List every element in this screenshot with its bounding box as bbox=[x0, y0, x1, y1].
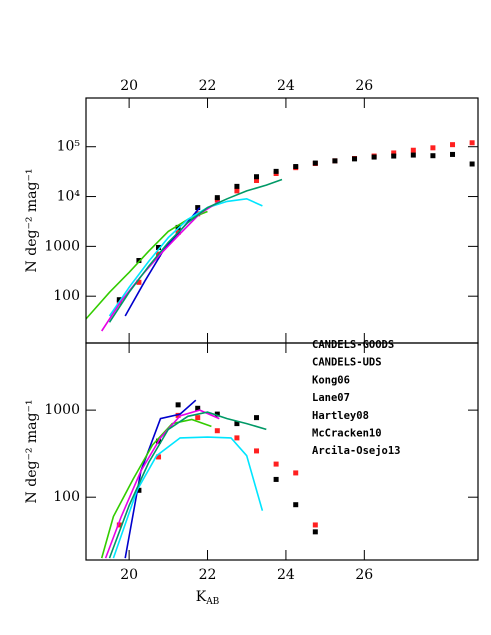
data-point bbox=[391, 150, 397, 156]
data-point bbox=[195, 205, 201, 211]
data-point bbox=[195, 415, 201, 421]
x-axis-label-main: K bbox=[196, 589, 207, 605]
x-tick-label: 22 bbox=[199, 567, 217, 583]
data-point bbox=[234, 183, 240, 189]
data-point bbox=[273, 476, 279, 482]
data-point bbox=[234, 435, 240, 441]
data-point bbox=[156, 244, 162, 250]
data-point bbox=[371, 154, 377, 160]
data-point bbox=[312, 529, 318, 535]
series-line bbox=[124, 207, 201, 317]
y-axis-label: N deg⁻² mag⁻¹ bbox=[24, 169, 40, 273]
data-point bbox=[410, 152, 416, 158]
series-line bbox=[108, 178, 283, 323]
data-point bbox=[195, 405, 201, 411]
data-point bbox=[430, 145, 436, 151]
x-axis-label: KAB bbox=[196, 589, 220, 607]
legend-entry: CANDELS-GOODS bbox=[312, 339, 394, 351]
plot-area bbox=[100, 399, 318, 559]
x-axis-label-sub: AB bbox=[205, 597, 219, 607]
data-point bbox=[136, 258, 142, 264]
legend-entry: Lane07 bbox=[312, 392, 350, 404]
data-point bbox=[136, 279, 142, 285]
data-point bbox=[293, 164, 299, 170]
y-axis-label: N deg⁻² mag⁻¹ bbox=[24, 400, 40, 504]
legend-entry: CANDELS-UDS bbox=[312, 357, 382, 369]
y-tick-label: 10⁵ bbox=[57, 139, 81, 155]
data-point bbox=[469, 161, 475, 167]
y-tick-label: 1000 bbox=[44, 402, 80, 418]
data-point bbox=[273, 461, 279, 467]
series-line bbox=[124, 399, 197, 559]
data-point bbox=[254, 177, 260, 183]
x-tick-label: 20 bbox=[120, 567, 138, 583]
plot-area bbox=[86, 140, 475, 332]
data-point bbox=[214, 411, 220, 417]
panel-frame bbox=[85, 342, 479, 561]
data-point bbox=[293, 502, 299, 508]
x-tick-label: 26 bbox=[355, 78, 373, 94]
data-point bbox=[175, 402, 181, 408]
data-point bbox=[273, 168, 279, 174]
data-point bbox=[136, 487, 142, 493]
x-tick-label: 24 bbox=[277, 567, 295, 583]
y-tick-label: 10⁴ bbox=[57, 189, 81, 205]
data-point bbox=[469, 140, 475, 146]
x-tick-label: 26 bbox=[355, 567, 373, 583]
data-point bbox=[254, 448, 260, 454]
series-line bbox=[104, 409, 220, 559]
series-line bbox=[108, 411, 267, 559]
data-point bbox=[391, 153, 397, 159]
series-line bbox=[112, 436, 264, 559]
data-point bbox=[254, 415, 260, 421]
data-point bbox=[214, 195, 220, 201]
series-line bbox=[101, 200, 220, 332]
y-tick-label: 100 bbox=[53, 489, 80, 505]
data-point bbox=[156, 454, 162, 460]
data-point bbox=[450, 151, 456, 157]
data-point bbox=[293, 470, 299, 476]
x-tick-label: 24 bbox=[277, 78, 295, 94]
legend-entry: Arcila-Osejo13 bbox=[312, 445, 401, 457]
series-line bbox=[108, 197, 263, 317]
x-tick-label: 22 bbox=[199, 78, 217, 94]
series-line bbox=[100, 418, 212, 559]
legend-entry: Kong06 bbox=[312, 374, 350, 386]
panel-frame bbox=[85, 97, 479, 344]
data-point bbox=[116, 297, 122, 303]
data-point bbox=[312, 160, 318, 166]
y-tick-label: 1000 bbox=[44, 238, 80, 254]
legend-entry: McCracken10 bbox=[312, 428, 382, 440]
data-point bbox=[234, 421, 240, 427]
data-point bbox=[430, 153, 436, 159]
data-point bbox=[410, 147, 416, 153]
data-point bbox=[254, 174, 260, 180]
legend-entry: Hartley08 bbox=[312, 410, 369, 422]
x-tick-label: 20 bbox=[120, 78, 138, 94]
data-point bbox=[332, 158, 338, 164]
data-point bbox=[450, 142, 456, 148]
data-point bbox=[175, 412, 181, 418]
data-point bbox=[312, 522, 318, 528]
data-point bbox=[214, 428, 220, 434]
data-point bbox=[352, 156, 358, 162]
data-point bbox=[234, 188, 240, 194]
y-tick-label: 100 bbox=[53, 288, 80, 304]
data-point bbox=[116, 522, 122, 528]
